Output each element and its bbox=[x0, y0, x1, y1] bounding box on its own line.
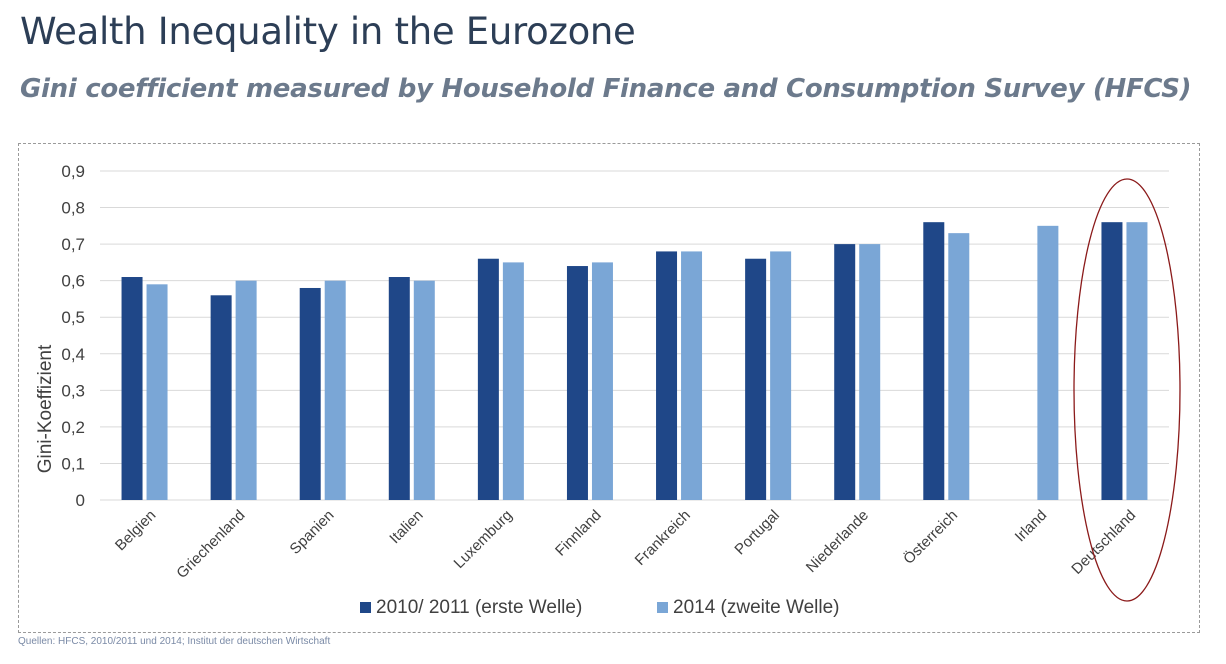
legend: 2010/ 2011 (erste Welle) 2014 (zweite We… bbox=[360, 597, 840, 618]
bar-1-frankreich bbox=[656, 251, 678, 500]
y-tick-label: 0,2 bbox=[61, 418, 85, 437]
bar-1-deutschland bbox=[1101, 222, 1123, 500]
bar-1-finnland bbox=[566, 266, 588, 500]
bar-1-spanien bbox=[299, 287, 321, 500]
x-tick-label: Luxemburg bbox=[451, 507, 516, 572]
bar-1-luxemburg bbox=[477, 258, 499, 500]
x-tick-label: Griechenland bbox=[173, 507, 248, 582]
legend-swatch-series2 bbox=[657, 602, 668, 613]
bar-2-finnland bbox=[591, 262, 613, 500]
y-tick-label: 0,5 bbox=[61, 308, 85, 327]
bar-2-irland bbox=[1037, 225, 1059, 500]
legend-swatch-series1 bbox=[360, 602, 371, 613]
y-tick-label: 0,6 bbox=[61, 272, 85, 291]
chart-container: 0 0,1 0,2 0,3 0,4 0,5 0,6 0,7 0,8 0,9 Belgien Grie… bbox=[18, 143, 1200, 633]
bar-1-belgien bbox=[121, 277, 143, 500]
x-tick-label: Niederlande bbox=[803, 507, 872, 576]
x-tick-label: Portugal bbox=[731, 507, 783, 559]
bar-1-portugal bbox=[745, 258, 767, 500]
bar-1-österreich bbox=[923, 222, 945, 500]
bar-2-luxemburg bbox=[502, 262, 524, 500]
x-tick-label: Italien bbox=[386, 507, 426, 547]
y-tick-label: 0,7 bbox=[61, 235, 85, 254]
bar-1-niederlande bbox=[834, 244, 856, 500]
chart-svg: 0 0,1 0,2 0,3 0,4 0,5 0,6 0,7 0,8 0,9 Belgien Grie… bbox=[35, 162, 1181, 618]
bar-2-griechenland bbox=[235, 280, 257, 500]
y-tick-label: 0 bbox=[76, 491, 85, 510]
bar-2-deutschland bbox=[1126, 222, 1148, 500]
bar-2-italien bbox=[413, 280, 435, 500]
bar-2-belgien bbox=[146, 284, 168, 500]
bar-2-niederlande bbox=[859, 244, 881, 500]
x-tick-label: Deutschland bbox=[1068, 507, 1139, 578]
y-tick-label: 0,8 bbox=[61, 199, 85, 218]
x-tick-label: Österreich bbox=[899, 506, 961, 568]
legend-label-series1: 2010/ 2011 (erste Welle) bbox=[376, 597, 582, 618]
y-tick-label: 0,1 bbox=[61, 454, 85, 473]
highlight-ellipse bbox=[1073, 178, 1181, 602]
y-axis-label: Gini-Koeffizient bbox=[35, 344, 56, 473]
bar-2-spanien bbox=[324, 280, 346, 500]
bar-2-frankreich bbox=[681, 251, 703, 500]
x-tick-label: Belgien bbox=[112, 507, 159, 554]
x-tick-label: Frankreich bbox=[632, 507, 694, 569]
y-tick-label: 0,9 bbox=[61, 162, 85, 181]
y-tick-label: 0,3 bbox=[61, 381, 85, 400]
legend-label-series2: 2014 (zweite Welle) bbox=[673, 597, 840, 618]
page-subtitle: Gini coefficient measured by Household F… bbox=[20, 74, 1192, 104]
bar-2-österreich bbox=[948, 233, 970, 500]
source-note: Quellen: HFCS, 2010/2011 und 2014; Insti… bbox=[18, 636, 331, 647]
x-tick-label: Irland bbox=[1012, 507, 1051, 546]
bar-1-griechenland bbox=[210, 295, 232, 500]
x-tick-label: Finnland bbox=[552, 507, 605, 560]
y-tick-label: 0,4 bbox=[61, 345, 85, 364]
bar-2-portugal bbox=[770, 251, 792, 500]
page-title: Wealth Inequality in the Eurozone bbox=[20, 10, 636, 53]
x-tick-label: Spanien bbox=[287, 507, 338, 558]
bar-1-italien bbox=[388, 277, 410, 500]
